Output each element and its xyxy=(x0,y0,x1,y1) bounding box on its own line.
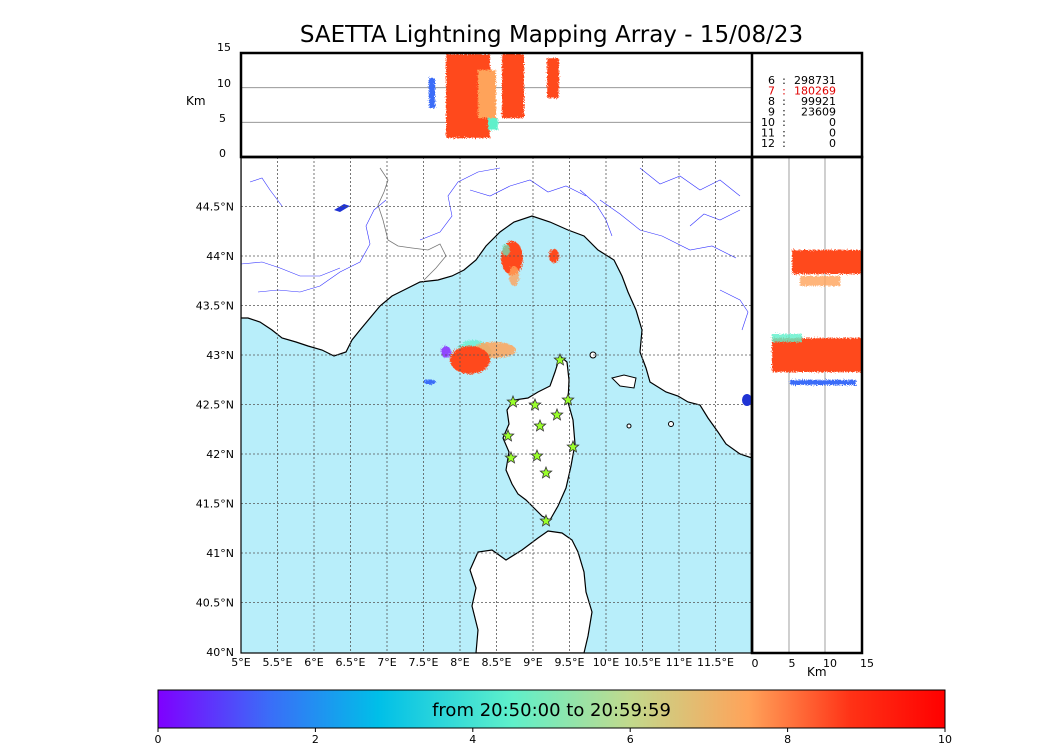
colorbar-ticks: 0 2 4 6 8 10 xyxy=(155,728,952,746)
alt-tick: 5 xyxy=(219,112,226,125)
station-count-value: 298731 xyxy=(794,74,836,87)
station-count-n: 8 xyxy=(768,95,775,108)
colorbar-tick: 4 xyxy=(469,733,476,746)
station-star-icon xyxy=(504,450,518,464)
station-star-icon xyxy=(533,418,547,432)
corsica-coast xyxy=(502,354,576,521)
lat-tick: 40.5°N xyxy=(196,597,234,610)
lake xyxy=(334,204,350,212)
station-count-n: 7 xyxy=(768,85,775,98)
colorbar xyxy=(157,689,946,729)
giglio-island xyxy=(668,421,674,427)
station-count-value: 99921 xyxy=(801,95,836,108)
station-star-icon xyxy=(528,397,542,411)
station-count-value: 0 xyxy=(829,127,836,140)
offscreen-cluster xyxy=(742,394,752,406)
station-count-value: 23609 xyxy=(801,106,836,119)
station-count-n: 11 xyxy=(761,127,775,140)
station-star-icon xyxy=(566,439,580,453)
lat-tick: 40°N xyxy=(206,646,234,659)
side-tick: 10 xyxy=(823,657,837,670)
station-star-icon xyxy=(530,448,544,462)
station-count-n: 12 xyxy=(761,137,775,150)
map-panel xyxy=(241,157,752,653)
lon-tick: 8.5°E xyxy=(482,656,512,669)
lon-tick: 11°E xyxy=(666,656,692,669)
montecristo-island xyxy=(626,423,632,429)
station-count-sep: : xyxy=(782,85,786,98)
side-tick: 0 xyxy=(752,657,759,670)
lon-tick: 9.5°E xyxy=(555,656,585,669)
station-star-icon xyxy=(539,465,553,479)
station-count-sep: : xyxy=(782,137,786,150)
colorbar-label: from 20:50:00 to 20:59:59 xyxy=(432,700,671,721)
alt-tick: 15 xyxy=(217,41,231,54)
lat-tick: 42.5°N xyxy=(196,399,234,412)
station-star-icon xyxy=(553,352,567,366)
colorbar-tick: 10 xyxy=(938,733,952,746)
station-count-value: 0 xyxy=(829,137,836,150)
lon-tick: 7.5°E xyxy=(409,656,439,669)
station-count-sep: : xyxy=(782,116,786,129)
lightning-clusters xyxy=(424,241,559,385)
lat-tick: 41.5°N xyxy=(196,498,234,511)
lon-tick: 6.5°E xyxy=(336,656,366,669)
station-count-value: 0 xyxy=(829,116,836,129)
station-count-n: 9 xyxy=(768,106,775,119)
altitude-lat-panel xyxy=(752,157,862,653)
station-count-n: 6 xyxy=(768,74,775,87)
elba-island xyxy=(611,374,637,389)
lat-tick: 44°N xyxy=(206,250,234,263)
lon-tick: 11.5°E xyxy=(697,656,734,669)
station-count-n: 10 xyxy=(761,116,775,129)
station-star-icon xyxy=(501,428,515,442)
mainland-coast xyxy=(241,157,752,459)
side-tick: 5 xyxy=(789,657,796,670)
rivers xyxy=(241,167,749,331)
alt-tick: 0 xyxy=(219,147,226,160)
lat-tick-labels: 44.5°N 44°N 43.5°N 43°N 42.5°N 42°N 41.5°N 41°N… xyxy=(196,201,234,660)
colorbar-tick: 2 xyxy=(312,733,319,746)
lon-tick-labels: 5°E 5.5°E 6°E 6.5°E 7°E 7.5°E 8°E 8.5°E 9°E 9.5°E… xyxy=(231,656,734,669)
alt-unit-label: Km xyxy=(186,94,206,108)
map-title: SAETTA Lightning Mapping Array - 15/08/2… xyxy=(299,22,804,48)
lon-tick: 10.5°E xyxy=(624,656,661,669)
colorbar-tick: 6 xyxy=(627,733,634,746)
side-tick: 15 xyxy=(860,657,874,670)
station-count-sep: : xyxy=(782,106,786,119)
lon-tick: 5.5°E xyxy=(263,656,293,669)
lat-tick: 43°N xyxy=(206,349,234,362)
alt-tick: 10 xyxy=(217,77,231,90)
lon-tick: 9°E xyxy=(523,656,542,669)
station-star-icon xyxy=(550,407,564,421)
station-star-icon xyxy=(539,513,553,527)
station-star-icon xyxy=(506,394,520,408)
station-markers xyxy=(501,352,580,527)
lat-tick: 41°N xyxy=(206,547,234,560)
lon-tick: 10°E xyxy=(593,656,619,669)
lat-tick: 43.5°N xyxy=(196,300,234,313)
station-count-sep: : xyxy=(782,74,786,87)
lon-tick: 8°E xyxy=(450,656,469,669)
side-unit-label: Km xyxy=(807,665,827,679)
station-count-sep: : xyxy=(782,127,786,140)
altitude-lon-panel xyxy=(241,53,752,157)
lon-tick: 6°E xyxy=(304,656,323,669)
station-count-value: 180269 xyxy=(794,85,836,98)
sardinia-coast xyxy=(469,530,593,653)
colorbar-tick: 8 xyxy=(784,733,791,746)
map-grid xyxy=(241,157,752,653)
lat-tick: 44.5°N xyxy=(196,201,234,214)
lat-tick: 42°N xyxy=(206,448,234,461)
station-count-table: 6:2987317:1802698:999219:2360910:011:012… xyxy=(761,74,836,150)
station-count-sep: : xyxy=(782,95,786,108)
lon-tick: 7°E xyxy=(377,656,396,669)
lon-tick: 5°E xyxy=(231,656,250,669)
station-star-icon xyxy=(561,392,575,406)
colorbar-tick: 0 xyxy=(155,733,162,746)
